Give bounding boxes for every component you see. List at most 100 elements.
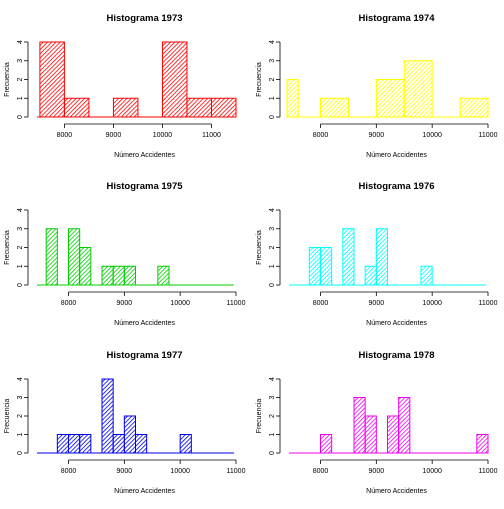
x-tick-label: 8000: [57, 132, 73, 139]
x-tick-label: 9000: [369, 468, 385, 475]
x-tick-label: 10000: [422, 468, 442, 475]
y-tick-label: 2: [269, 245, 276, 249]
y-axis-label: Frecuencia: [4, 399, 11, 434]
histogram-bar: [179, 434, 192, 454]
x-tick-label: 10000: [170, 300, 190, 307]
x-tick-label: 11000: [227, 468, 246, 475]
histogram-bar: [63, 97, 90, 118]
y-tick-label: 3: [17, 59, 24, 63]
y-tick-label: 0: [17, 451, 24, 455]
histogram-bar: [420, 265, 433, 286]
histogram-bar: [375, 228, 389, 286]
histogram-bar: [56, 434, 69, 454]
x-tick-label: 11000: [202, 132, 221, 139]
y-tick-label: 1: [17, 432, 24, 436]
x-axis-label: Número Accidentes: [114, 488, 175, 495]
histogram-bar: [135, 434, 148, 454]
x-tick-label: 11000: [479, 468, 498, 475]
histogram-bar: [375, 79, 405, 118]
histogram-bar: [308, 247, 322, 286]
histogram-bar: [112, 97, 139, 118]
x-tick-label: 9000: [369, 300, 385, 307]
histogram-bar: [186, 97, 212, 118]
y-tick-label: 3: [269, 395, 276, 399]
x-tick-label: 11000: [479, 300, 498, 307]
histogram-bar: [101, 378, 114, 454]
histogram-bar: [123, 265, 137, 286]
histogram-bar: [112, 265, 125, 286]
x-tick-label: 9000: [117, 300, 133, 307]
histogram-bar: [403, 60, 433, 118]
histogram-bar: [79, 434, 92, 454]
x-tick-label: 8000: [313, 132, 329, 139]
histogram-bar: [112, 434, 125, 454]
panel-title: Histograma 1976: [358, 181, 434, 192]
histogram-bar: [459, 97, 489, 118]
histogram-bar: [79, 247, 92, 286]
x-tick-label: 8000: [313, 468, 329, 475]
histogram-bar: [476, 434, 489, 454]
y-tick-label: 3: [269, 59, 276, 63]
x-tick-label: 10000: [170, 468, 190, 475]
histogram-bar: [342, 228, 355, 286]
histogram-bar: [398, 397, 411, 454]
y-tick-label: 2: [17, 414, 24, 418]
y-tick-label: 3: [17, 227, 24, 231]
histogram-panel: Histograma 1975 8000 9000 10000 11000 0 1 2 3 4 Nú…: [4, 181, 246, 327]
y-tick-label: 0: [269, 451, 276, 455]
histogram-bar: [286, 79, 299, 118]
x-axis-label: Número Accidentes: [366, 320, 427, 327]
panel-title: Histograma 1975: [106, 181, 183, 192]
x-tick-label: 9000: [106, 132, 122, 139]
histogram-bar: [210, 97, 237, 118]
panel-title: Histograma 1977: [106, 350, 182, 361]
y-tick-label: 0: [269, 115, 276, 119]
x-tick-label: 9000: [369, 132, 385, 139]
histogram-bar: [353, 397, 366, 454]
y-axis-label: Frecuencia: [256, 399, 263, 434]
y-axis-label: Frecuencia: [256, 230, 263, 265]
y-tick-label: 3: [17, 395, 24, 399]
y-tick-label: 1: [269, 432, 276, 436]
x-tick-label: 8000: [313, 300, 329, 307]
x-axis-label: Número Accidentes: [366, 152, 427, 159]
histogram-bar: [157, 265, 170, 286]
histogram-bar: [320, 434, 333, 454]
y-tick-label: 3: [269, 227, 276, 231]
histogram-bar: [161, 41, 188, 118]
y-tick-label: 0: [269, 283, 276, 287]
histogram-panel: Histograma 1976 8000 9000 10000 11000 0 1 2 3 4 Nú…: [256, 181, 498, 327]
y-tick-label: 4: [269, 377, 276, 381]
panel-title: Histograma 1978: [358, 350, 434, 361]
x-axis-label: Número Accidentes: [366, 488, 427, 495]
histogram-panel: Histograma 1977 8000 9000 10000 11000 0 1 2 3 4 Nú…: [4, 350, 246, 495]
histogram-panel: Histograma 1973 8000 9000 10000 11000 0 1 2 3 4 Nú…: [4, 13, 237, 159]
y-tick-label: 4: [269, 208, 276, 212]
x-tick-label: 10000: [422, 300, 442, 307]
histogram-bar: [68, 434, 81, 454]
panel-title: Histograma 1974: [358, 13, 435, 24]
y-tick-label: 1: [269, 264, 276, 268]
y-axis-label: Frecuencia: [4, 230, 11, 265]
histogram-panel: Histograma 1974 8000 9000 10000 11000 0 1 2 3 4 Nú…: [256, 13, 498, 159]
y-tick-label: 2: [17, 245, 24, 249]
histogram-bar: [68, 228, 81, 286]
y-tick-label: 0: [17, 115, 24, 119]
histogram-bar: [320, 247, 333, 286]
histogram-bar: [320, 97, 349, 118]
x-tick-label: 8000: [61, 468, 77, 475]
x-axis-label: Número Accidentes: [114, 320, 175, 327]
y-axis-label: Frecuencia: [4, 62, 11, 97]
histogram-bar: [364, 415, 377, 454]
histogram-panel: Histograma 1978 8000 9000 10000 11000 0 1 2 3 4 Nú…: [256, 350, 498, 495]
panel-title: Histograma 1973: [106, 13, 182, 24]
x-tick-label: 8000: [61, 300, 77, 307]
histogram-bar: [101, 265, 114, 286]
y-tick-label: 1: [269, 96, 276, 100]
y-tick-label: 4: [17, 208, 24, 212]
x-axis-label: Número Accidentes: [114, 152, 175, 159]
y-tick-label: 0: [17, 283, 24, 287]
y-axis-label: Frecuencia: [256, 62, 263, 97]
